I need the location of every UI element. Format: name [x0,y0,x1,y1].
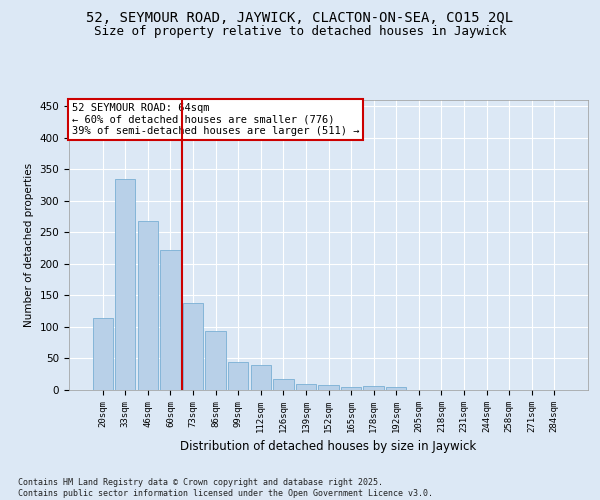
Text: Contains HM Land Registry data © Crown copyright and database right 2025.
Contai: Contains HM Land Registry data © Crown c… [18,478,433,498]
Bar [115,179,136,390]
Y-axis label: Number of detached properties: Number of detached properties [24,163,34,327]
Bar [273,378,293,390]
Bar [138,221,158,390]
Bar [205,332,226,390]
X-axis label: Distribution of detached houses by size in Jaywick: Distribution of detached houses by size … [181,440,476,454]
Bar [251,365,271,390]
Bar [92,318,113,390]
Bar [319,385,338,390]
Bar [341,387,361,390]
Bar [228,362,248,390]
Text: 52, SEYMOUR ROAD, JAYWICK, CLACTON-ON-SEA, CO15 2QL: 52, SEYMOUR ROAD, JAYWICK, CLACTON-ON-SE… [86,10,514,24]
Bar [386,387,406,390]
Bar [183,303,203,390]
Bar [364,386,384,390]
Text: Size of property relative to detached houses in Jaywick: Size of property relative to detached ho… [94,24,506,38]
Bar [160,250,181,390]
Text: 52 SEYMOUR ROAD: 64sqm
← 60% of detached houses are smaller (776)
39% of semi-de: 52 SEYMOUR ROAD: 64sqm ← 60% of detached… [71,103,359,136]
Bar [296,384,316,390]
